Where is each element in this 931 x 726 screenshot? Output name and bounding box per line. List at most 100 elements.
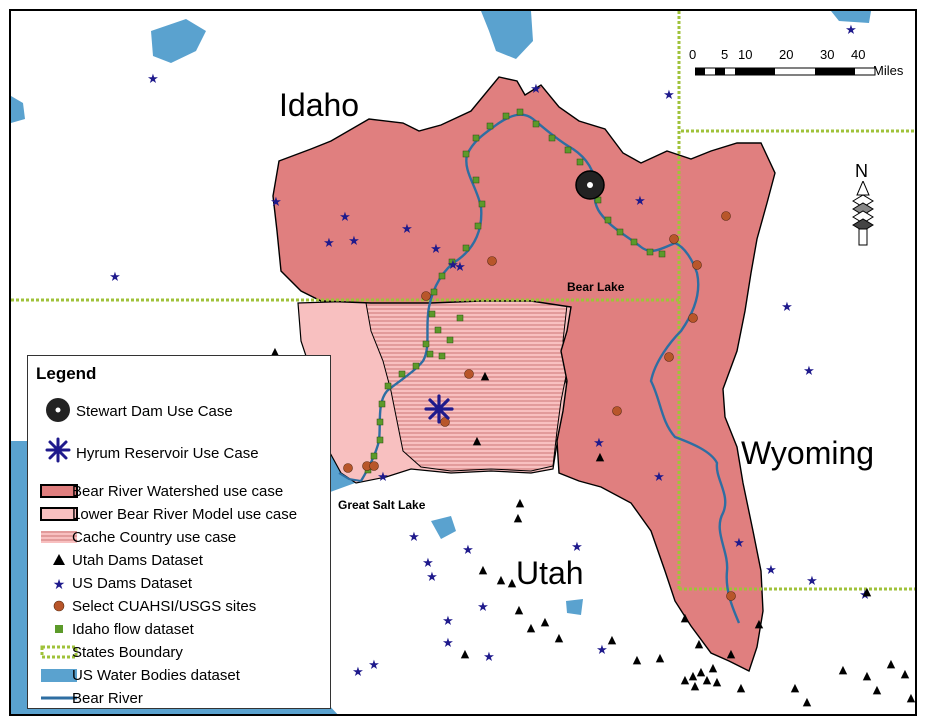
legend-label: Stewart Dam Use Case (76, 403, 233, 420)
legend-title: Legend (36, 364, 97, 383)
us-dam-star: ★ (323, 236, 335, 251)
north-label: N (855, 161, 868, 181)
flow-site (462, 244, 470, 252)
legend-item-cuahsi: Select CUAHSI/USGS sites (28, 595, 328, 617)
utah-dams: ▲ ▲ ▲ ▲ ▲ ▲ ▲ ▲ ▲ ▲ ▲ ▲ ▲ ▲ ▲ ▲ ▲ ▲ ▲ ▲ … (271, 345, 916, 708)
legend-label: States Boundary (72, 644, 183, 661)
us-dam-star: ★ (634, 194, 646, 209)
utah-dam-triangle: ▲ (697, 665, 706, 678)
label-wyoming: Wyoming (741, 435, 875, 471)
cuahsi-sites (343, 211, 736, 601)
flow-site (502, 112, 510, 120)
us-dam-star: ★ (806, 574, 818, 589)
us-dam-star: ★ (401, 222, 413, 237)
us-dam-star: ★ (352, 665, 364, 680)
svg-text:★: ★ (53, 577, 66, 593)
utah-dam-triangle: ▲ (271, 345, 280, 358)
us-dam-star: ★ (270, 195, 282, 210)
cuahsi-site (726, 591, 736, 601)
utah-dam-triangle: ▲ (497, 573, 506, 586)
flow-site (472, 176, 480, 184)
scale-tick: 5 (721, 47, 729, 62)
flow-site (516, 108, 524, 116)
utah-dam-triangle: ▲ (703, 673, 712, 686)
river-line-icon (41, 696, 77, 700)
us-dam-star: ★ (430, 242, 442, 257)
utah-dam-triangle: ▲ (691, 679, 700, 692)
utah-dam-triangle: ▲ (737, 681, 746, 694)
us-dam-star: ★ (348, 234, 360, 249)
us-dam-star: ★ (571, 540, 583, 555)
flow-site (378, 400, 386, 408)
scale-tick: 30 (820, 47, 835, 62)
label-great-salt-lake: Great Salt Lake (338, 498, 426, 512)
us-dam-star: ★ (442, 636, 454, 651)
us-dam-star: ★ (422, 556, 434, 571)
flow-site (616, 228, 624, 236)
us-dam-star: ★ (733, 536, 745, 551)
flow-site (448, 258, 456, 266)
north-arrow-icon (852, 181, 874, 246)
flow-site (564, 146, 572, 154)
utah-dam-triangle: ▲ (461, 647, 470, 660)
water-body-northwest (151, 19, 206, 63)
legend-item-us-dams: ★ US Dams Dataset (28, 572, 328, 594)
dot-circle-icon (53, 600, 65, 612)
triangle-icon (53, 554, 65, 565)
flow-site (438, 352, 446, 360)
scale-unit: Miles (873, 63, 904, 78)
us-dam-star: ★ (653, 470, 665, 485)
us-dam-star: ★ (845, 23, 857, 38)
flow-site (384, 382, 392, 390)
cuahsi-site (464, 369, 474, 379)
utah-dam-triangle: ▲ (656, 651, 665, 664)
legend-label: US Water Bodies dataset (72, 667, 240, 684)
water-body-northeast (831, 11, 871, 23)
cuahsi-site (369, 461, 379, 471)
stewart-dam-marker[interactable] (575, 170, 605, 200)
utah-dam-triangle: ▲ (709, 661, 718, 674)
map-frame: ★ ★ ★ ★ ★ ★ ★ ★ ★ ★ ★ ★ ★ ★ ★ ★ ★ ★ ★ ★ … (9, 9, 917, 716)
hyrum-reservoir-marker[interactable] (424, 394, 454, 424)
us-dam-star: ★ (593, 436, 605, 451)
us-dam-star: ★ (462, 543, 474, 558)
flow-site (434, 326, 442, 334)
us-dam-star: ★ (803, 364, 815, 379)
legend-label: US Dams Dataset (72, 575, 193, 592)
utah-dam-triangle: ▲ (515, 603, 524, 616)
cuahsi-site (664, 352, 674, 362)
utah-dam-triangle: ▲ (596, 450, 605, 463)
utah-dam-triangle: ▲ (516, 496, 525, 509)
us-dam-star: ★ (483, 650, 495, 665)
utah-dam-triangle: ▲ (481, 369, 490, 382)
utah-dam-triangle: ▲ (695, 637, 704, 650)
utah-dam-triangle: ▲ (689, 669, 698, 682)
water-body-left-edge (11, 96, 25, 123)
utah-dam-triangle: ▲ (508, 576, 517, 589)
utah-dam-triangle: ▲ (907, 691, 916, 704)
legend-item-water-bodies: US Water Bodies dataset (28, 664, 328, 686)
utah-dam-triangle: ▲ (479, 563, 488, 576)
scale-tick: 10 (738, 47, 753, 62)
us-dam-star: ★ (859, 588, 871, 603)
lower-bear-river-swatch-icon (40, 507, 78, 521)
flow-site (658, 250, 666, 258)
flow-site (376, 418, 384, 426)
scale-bar-graphic (695, 67, 876, 76)
utah-dam-triangle: ▲ (473, 434, 482, 447)
utah-dam-triangle: ▲ (791, 681, 800, 694)
us-dam-star: ★ (442, 614, 454, 629)
flow-site (446, 336, 454, 344)
us-dam-star: ★ (426, 570, 438, 585)
utah-dam-triangle: ▲ (873, 683, 882, 696)
water-body-mid-south (566, 599, 583, 615)
cuahsi-site (612, 406, 622, 416)
us-dam-star: ★ (596, 643, 608, 658)
us-dams: ★ ★ ★ ★ ★ ★ ★ ★ ★ ★ ★ ★ ★ ★ ★ ★ ★ ★ ★ ★ … (109, 23, 871, 680)
us-dam-star: ★ (663, 88, 675, 103)
flow-site (576, 158, 584, 166)
watershed-swatch-icon (40, 484, 78, 498)
utah-dam-triangle: ▲ (755, 617, 764, 630)
utah-dam-triangle: ▲ (541, 615, 550, 628)
us-dam-star: ★ (765, 563, 777, 578)
